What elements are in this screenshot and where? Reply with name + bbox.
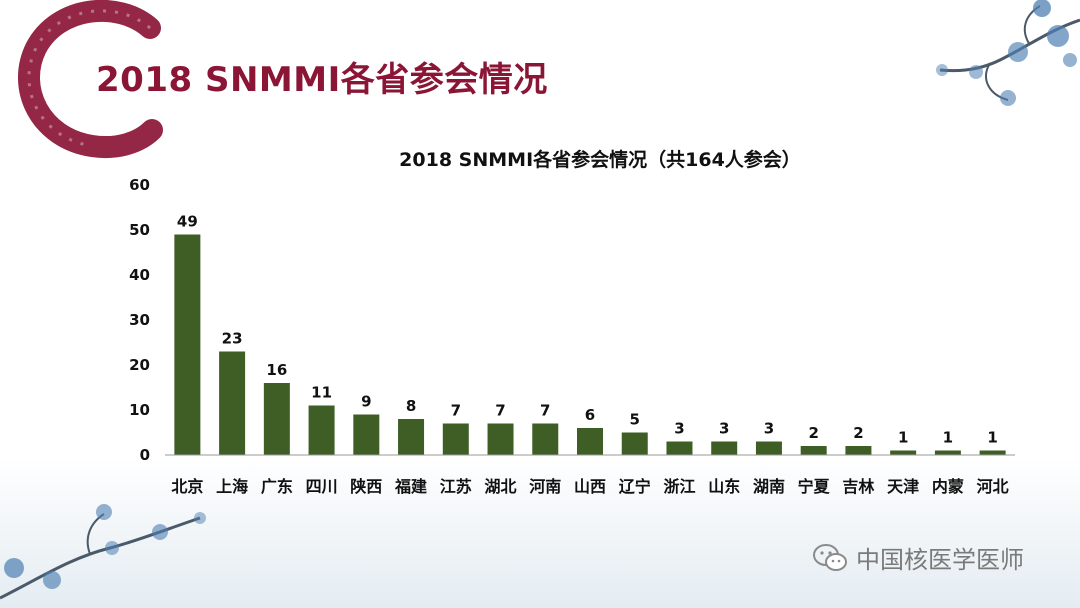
watermark: 中国核医学医师 (812, 540, 1024, 575)
data-label: 23 (222, 330, 243, 348)
data-label: 1 (987, 429, 997, 447)
bar (219, 351, 246, 455)
y-tick-label: 20 (129, 356, 150, 374)
data-label: 6 (585, 406, 595, 424)
watermark-text: 中国核医学医师 (856, 546, 1024, 574)
wechat-icon (813, 543, 847, 571)
ink-brush-ring (18, 0, 163, 158)
x-tick-label: 陕西 (350, 477, 382, 496)
y-tick-label: 0 (140, 446, 150, 464)
data-label: 7 (495, 402, 505, 420)
bar (398, 419, 425, 455)
x-tick-label: 吉林 (842, 477, 874, 496)
bar (979, 450, 1006, 455)
bar (711, 441, 738, 455)
bar (442, 423, 469, 455)
bar (353, 414, 380, 455)
data-label: 9 (361, 393, 371, 411)
y-tick-label: 30 (129, 311, 150, 329)
bar (800, 446, 827, 455)
data-label: 2 (853, 424, 863, 442)
bar (174, 234, 201, 455)
data-label: 3 (764, 420, 774, 438)
y-tick-label: 50 (129, 221, 150, 239)
bar (890, 450, 917, 455)
data-label: 7 (451, 402, 461, 420)
chart-title: 2018 SNMMI各省参会情况（共164人参会） (399, 148, 801, 171)
bar (755, 441, 782, 455)
data-label: 5 (630, 411, 640, 429)
x-tick-label: 山东 (708, 477, 740, 496)
y-tick-label: 60 (129, 176, 150, 194)
x-tick-label: 浙江 (663, 477, 695, 496)
data-label: 1 (898, 429, 908, 447)
x-tick-label: 山西 (574, 477, 606, 496)
bar (934, 450, 961, 455)
x-tick-label: 湖南 (753, 477, 785, 496)
y-tick-label: 40 (129, 266, 150, 284)
x-tick-label: 天津 (887, 477, 919, 496)
x-tick-label: 辽宁 (619, 477, 651, 496)
bar (487, 423, 514, 455)
page-title: 2018 SNMMI各省参会情况 (96, 60, 548, 100)
data-label: 8 (406, 397, 416, 415)
x-tick-label: 四川 (306, 477, 338, 496)
y-tick-label: 10 (129, 401, 150, 419)
bar (532, 423, 559, 455)
bar (845, 446, 872, 455)
x-tick-label: 湖北 (485, 477, 517, 496)
data-label: 49 (177, 213, 198, 231)
plum-blossom-branch-top (936, 0, 1080, 106)
bar (621, 432, 648, 455)
plum-blossom-branch-bottom (0, 504, 206, 600)
x-tick-label: 河北 (977, 477, 1009, 496)
x-tick-label: 宁夏 (798, 477, 831, 496)
x-tick-label: 河南 (529, 477, 561, 496)
data-label: 7 (540, 402, 550, 420)
data-label: 2 (808, 424, 818, 442)
bar (308, 405, 335, 455)
x-tick-label: 上海 (216, 477, 248, 496)
data-label: 3 (719, 420, 729, 438)
bar (577, 428, 603, 455)
x-tick-label: 内蒙 (932, 477, 964, 496)
bar (666, 441, 693, 455)
data-label: 11 (311, 384, 332, 402)
x-tick-label: 北京 (171, 477, 203, 496)
data-label: 16 (266, 361, 287, 379)
x-tick-label: 福建 (394, 477, 427, 496)
data-label: 1 (943, 429, 953, 447)
x-tick-label: 江苏 (440, 477, 472, 496)
x-tick-label: 广东 (261, 477, 293, 496)
data-label: 3 (674, 420, 684, 438)
bar (263, 383, 290, 455)
